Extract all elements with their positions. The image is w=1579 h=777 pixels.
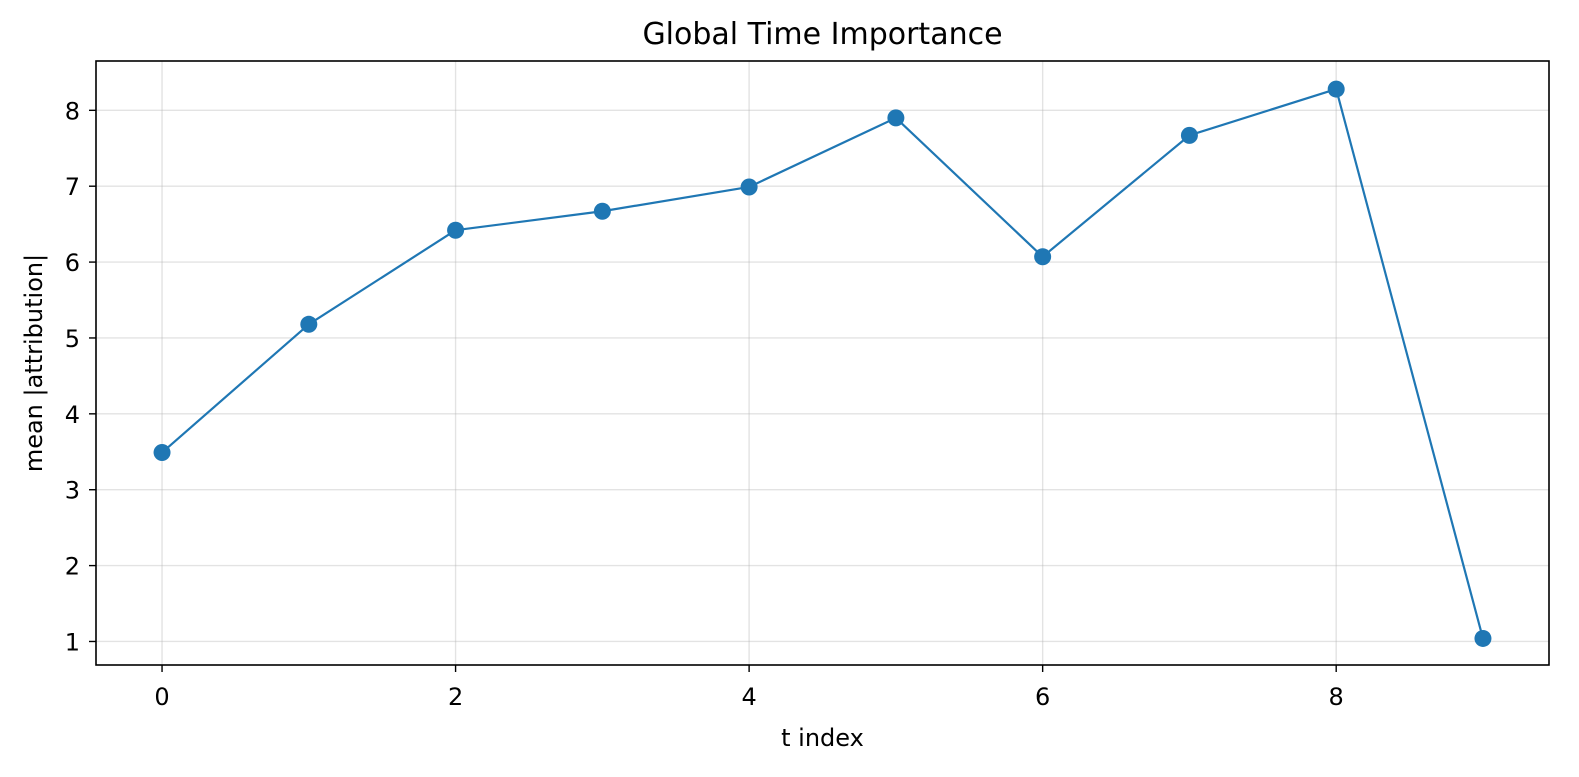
data-point-0 xyxy=(153,444,171,462)
x-tick-label: 6 xyxy=(1035,683,1050,711)
x-axis-label: t index xyxy=(781,724,864,752)
y-tick-label: 8 xyxy=(65,97,80,125)
data-point-2 xyxy=(447,221,465,239)
x-tick-label: 2 xyxy=(448,683,463,711)
grid xyxy=(96,61,1549,665)
x-axis-ticks: 0 2 4 6 8 xyxy=(154,665,1344,711)
series-layer xyxy=(153,80,1492,647)
y-tick-label: 5 xyxy=(65,325,80,353)
data-point-9 xyxy=(1474,629,1492,647)
x-tick-label: 0 xyxy=(154,683,169,711)
series-line xyxy=(161,87,1485,639)
y-tick-label: 1 xyxy=(65,628,80,656)
data-point-1 xyxy=(300,315,318,333)
data-point-4 xyxy=(740,178,758,196)
data-point-6 xyxy=(1034,248,1052,266)
chart-title: Global Time Importance xyxy=(642,17,1002,52)
y-tick-label: 3 xyxy=(65,477,80,505)
y-tick-label: 7 xyxy=(65,173,80,201)
y-axis-ticks: 1 2 3 4 5 6 7 8 xyxy=(65,97,96,656)
plot-frame xyxy=(95,60,1550,666)
data-point-7 xyxy=(1180,126,1198,144)
x-tick-label: 4 xyxy=(741,683,756,711)
data-point-3 xyxy=(593,202,611,220)
y-axis-label: mean |attribution| xyxy=(20,254,48,472)
data-point-5 xyxy=(887,109,905,127)
x-tick-label: 8 xyxy=(1329,683,1344,711)
y-tick-label: 2 xyxy=(65,553,80,581)
y-tick-label: 6 xyxy=(65,249,80,277)
data-point-8 xyxy=(1327,80,1345,98)
y-tick-label: 4 xyxy=(65,401,80,429)
